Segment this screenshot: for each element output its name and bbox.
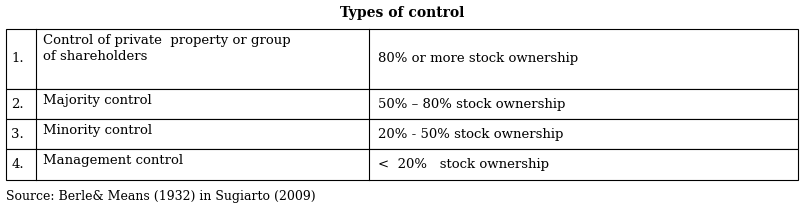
Text: 4.: 4. <box>11 158 24 171</box>
Text: Minority control: Minority control <box>43 124 152 137</box>
Text: Majority control: Majority control <box>43 94 152 107</box>
Text: Control of private  property or group
of shareholders: Control of private property or group of … <box>43 34 290 63</box>
Text: Source: Berle& Means (1932) in Sugiarto (2009): Source: Berle& Means (1932) in Sugiarto … <box>6 190 316 203</box>
Text: <  20%   stock ownership: < 20% stock ownership <box>378 158 548 171</box>
Text: 2.: 2. <box>11 98 24 111</box>
Bar <box>6 119 797 149</box>
Bar <box>6 29 797 89</box>
Bar <box>6 149 797 180</box>
Text: 20% - 50% stock ownership: 20% - 50% stock ownership <box>378 128 563 141</box>
Bar <box>6 89 797 119</box>
Text: 1.: 1. <box>11 52 24 65</box>
Text: 50% – 80% stock ownership: 50% – 80% stock ownership <box>378 98 565 111</box>
Text: 3.: 3. <box>11 128 24 141</box>
Text: Types of control: Types of control <box>340 6 463 20</box>
Text: Management control: Management control <box>43 154 183 167</box>
Text: 80% or more stock ownership: 80% or more stock ownership <box>378 52 578 65</box>
